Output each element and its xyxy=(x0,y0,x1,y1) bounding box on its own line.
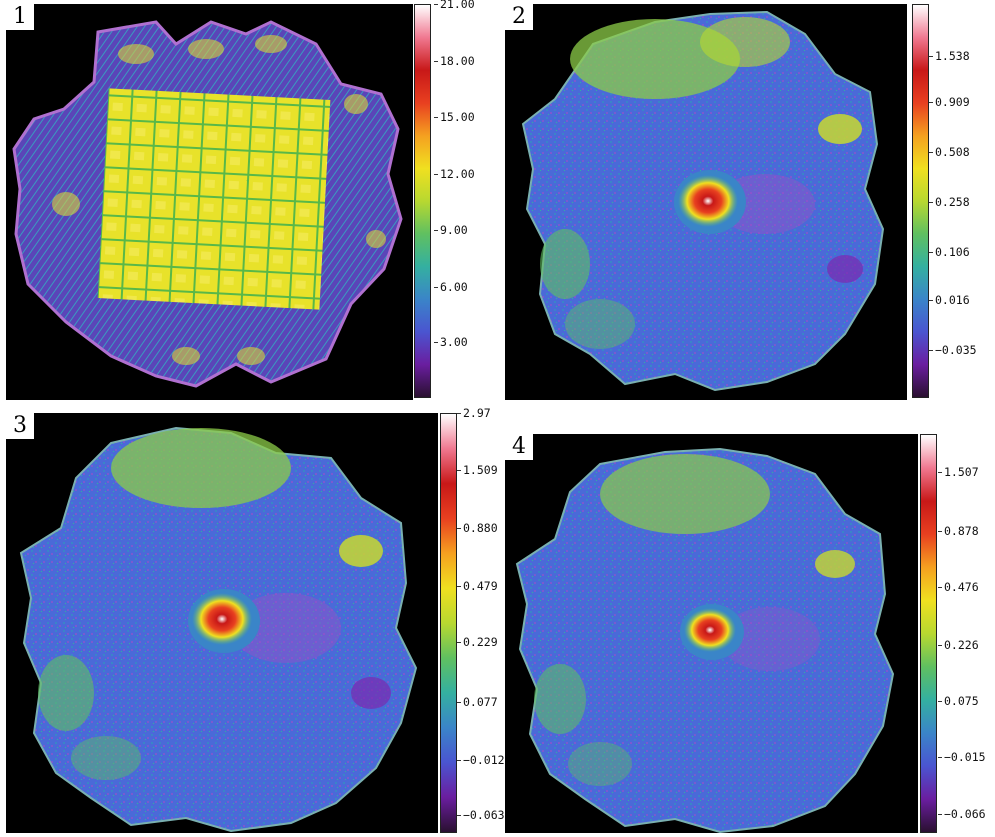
colorbar-tick: −0.035 xyxy=(929,343,977,357)
colorbar-tick: 0.508 xyxy=(929,145,970,159)
colorbar-tick: 0.016 xyxy=(929,293,970,307)
colorbar-tick: −0.066 xyxy=(938,807,986,821)
colorbar-4 xyxy=(920,434,937,833)
colorbar-tick: 0.909 xyxy=(929,95,970,109)
colorbar-tick: 1.538 xyxy=(929,49,970,63)
panel-label: 2 xyxy=(505,4,533,30)
colorbar-tick: 15.00 xyxy=(434,110,475,124)
colorbar-tick: 0.077 xyxy=(457,695,498,709)
colorbar-tick: 18.00 xyxy=(434,54,475,68)
panel-label: 4 xyxy=(505,434,533,460)
coverage-map-image xyxy=(12,20,403,388)
colorbar-tick: 6.00 xyxy=(434,280,468,294)
colorbar-tick: 0.878 xyxy=(938,524,979,538)
colorbar-tick: 12.00 xyxy=(434,167,475,181)
colorbar-2 xyxy=(912,4,929,398)
colorbar-tick: 1.507 xyxy=(938,465,979,479)
colorbar-tick: −0.012 xyxy=(457,753,505,767)
panel-4-sky-map: 4 xyxy=(505,434,918,833)
panel-label: 1 xyxy=(6,4,34,30)
colorbar-tick: 0.479 xyxy=(457,579,498,593)
sky-map-image xyxy=(515,447,895,833)
coverage-deep-core xyxy=(97,88,331,310)
colorbar-tick: 0.106 xyxy=(929,245,970,259)
sky-map-image xyxy=(19,426,418,833)
colorbar-top-label: 2.97 xyxy=(457,406,491,420)
colorbar-tick: 0.880 xyxy=(457,521,498,535)
colorbar-tick: 0.075 xyxy=(938,694,979,708)
sky-map-image xyxy=(521,10,885,392)
panel-2-sky-map: 2 xyxy=(505,4,907,400)
colorbar-1 xyxy=(414,4,431,398)
colorbar-top-label: 21.00 xyxy=(434,0,475,11)
colorbar-tick: 1.509 xyxy=(457,463,498,477)
colorbar-tick: −0.063 xyxy=(457,808,505,822)
colorbar-tick: 0.476 xyxy=(938,580,979,594)
colorbar-tick: 0.229 xyxy=(457,635,498,649)
colorbar-tick: −0.015 xyxy=(938,750,986,764)
colorbar-tick: 0.258 xyxy=(929,195,970,209)
panel-1-coverage-map: 1 xyxy=(6,4,413,400)
colorbar-3 xyxy=(440,413,457,833)
colorbar-tick: 3.00 xyxy=(434,335,468,349)
colorbar-tick: 9.00 xyxy=(434,223,468,237)
panel-3-sky-map: 3 xyxy=(6,413,438,833)
panel-label: 3 xyxy=(6,413,34,439)
colorbar-tick: 0.226 xyxy=(938,638,979,652)
